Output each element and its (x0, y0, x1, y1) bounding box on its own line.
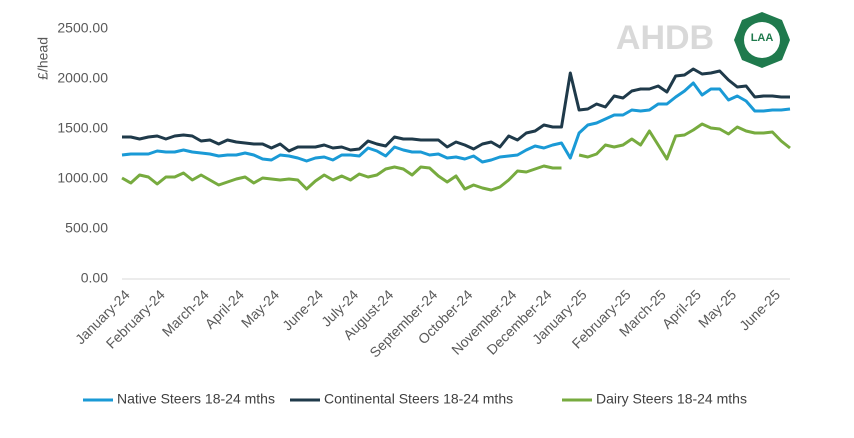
x-tick-label: May-25 (695, 286, 739, 330)
x-tick-label: June-25 (736, 286, 783, 333)
x-tick-label: March-24 (159, 286, 212, 339)
series-line (122, 67, 790, 153)
y-tick-label: 0.00 (81, 270, 108, 286)
badge-inner (744, 22, 780, 58)
y-tick-label: 2500.00 (57, 20, 108, 36)
legend-label: Dairy Steers 18-24 mths (596, 391, 747, 407)
x-tick-label: June-24 (279, 286, 326, 333)
y-tick-label: 500.00 (65, 220, 108, 236)
legend-label: Continental Steers 18-24 mths (324, 391, 513, 407)
watermark: AHDB (616, 19, 714, 57)
y-tick-label: 1000.00 (57, 170, 108, 186)
x-tick-label: April-24 (202, 286, 248, 332)
y-axis-label: £/head (35, 37, 51, 80)
x-tick-label: April-25 (659, 286, 705, 332)
series-line (121, 81, 791, 164)
series-line (121, 122, 791, 192)
x-tick-label: May-24 (238, 286, 282, 330)
badge-text: LAA (751, 32, 774, 44)
y-tick-label: 2000.00 (57, 70, 108, 86)
y-tick-label: 1500.00 (57, 120, 108, 136)
badge: LAA (734, 12, 790, 68)
legend-label: Native Steers 18-24 mths (117, 391, 275, 407)
